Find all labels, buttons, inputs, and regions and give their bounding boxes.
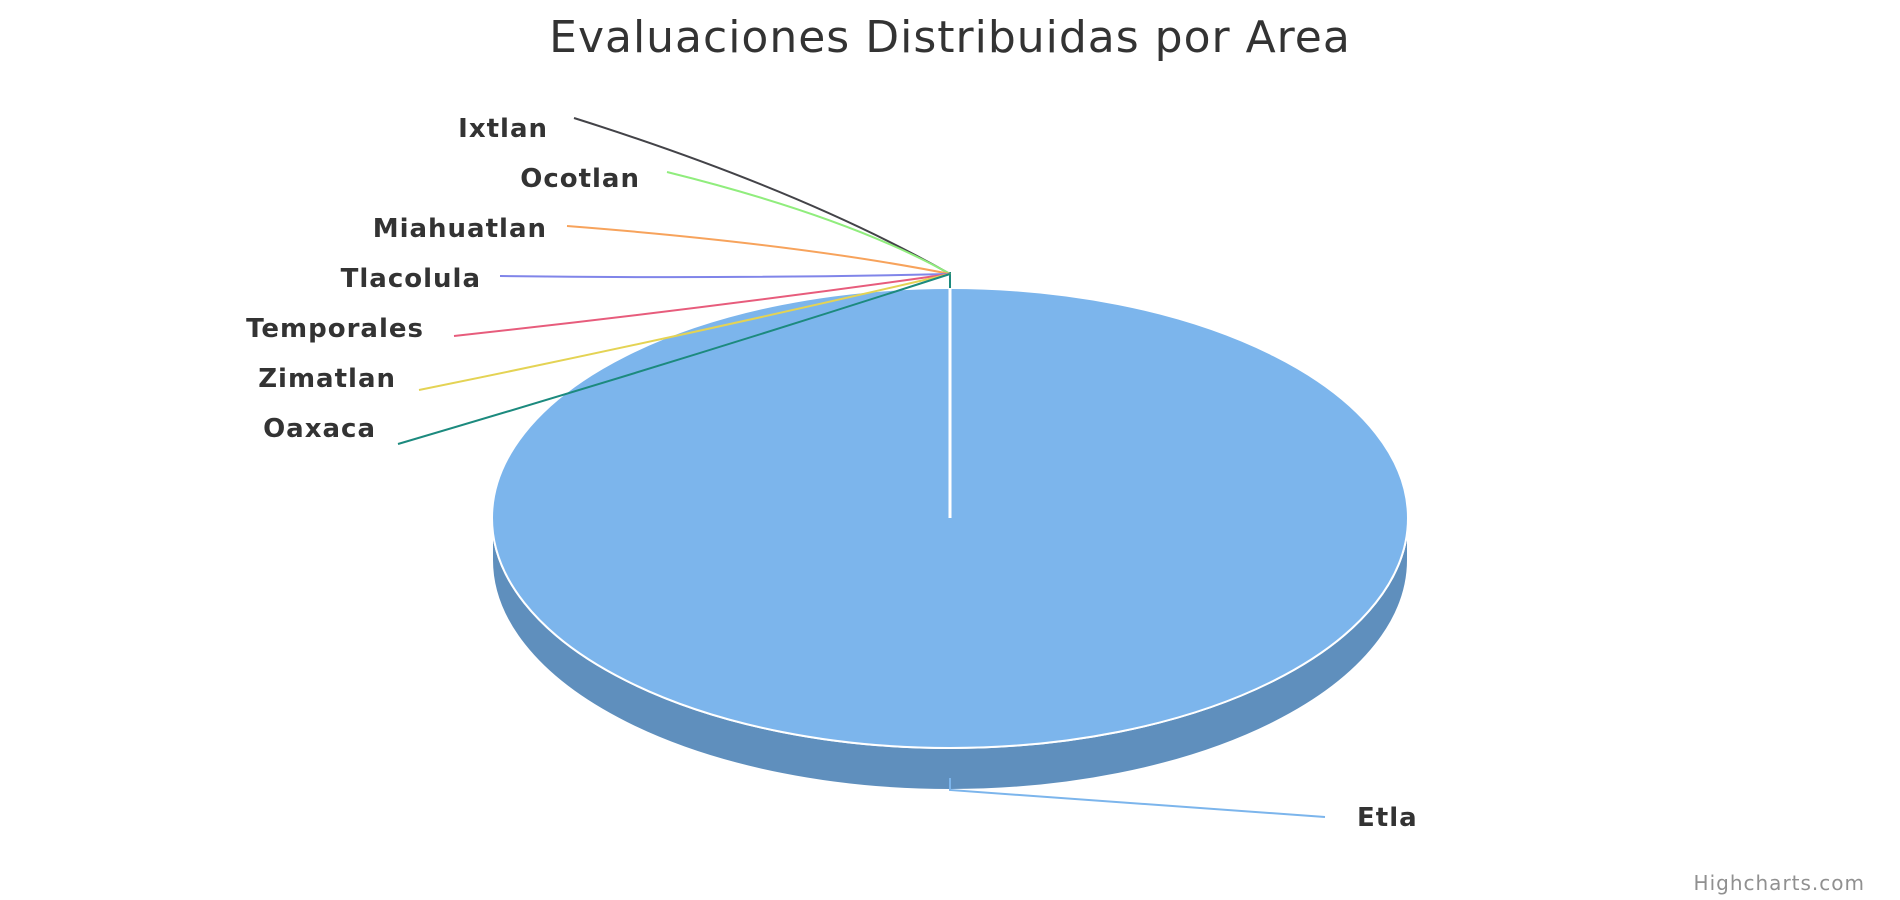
slice-label-ixtlan: Ixtlan <box>458 114 548 144</box>
connector-ixtlan <box>573 117 951 275</box>
slice-label-etla: Etla <box>1357 803 1418 833</box>
connector-temporales <box>453 273 951 337</box>
connector-miahuatlan <box>566 225 951 275</box>
slice-label-oaxaca: Oaxaca <box>263 414 376 444</box>
slice-label-tlacolula: Tlacolula <box>341 264 481 294</box>
pie-body <box>491 272 1409 791</box>
slice-label-miahuatlan: Miahuatlan <box>373 214 547 244</box>
connector-zimatlan <box>418 273 951 391</box>
connector-oaxaca <box>397 273 951 445</box>
connector-ocotlan <box>666 171 951 275</box>
slice-labels: Etla Ixtlan Ocotlan Miahuatlan Tlacolula Temp… <box>246 114 1418 833</box>
slice-label-ocotlan: Ocotlan <box>520 164 640 194</box>
connector-etla <box>949 778 1326 818</box>
credits-link[interactable]: Highcharts.com <box>1694 871 1865 895</box>
chart-title: Evaluaciones Distribuidas por Area <box>549 12 1351 63</box>
connector-tlacolula <box>499 273 951 279</box>
label-connectors <box>397 117 1326 818</box>
slice-label-temporales: Temporales <box>246 314 424 344</box>
slice-label-zimatlan: Zimatlan <box>258 364 396 394</box>
